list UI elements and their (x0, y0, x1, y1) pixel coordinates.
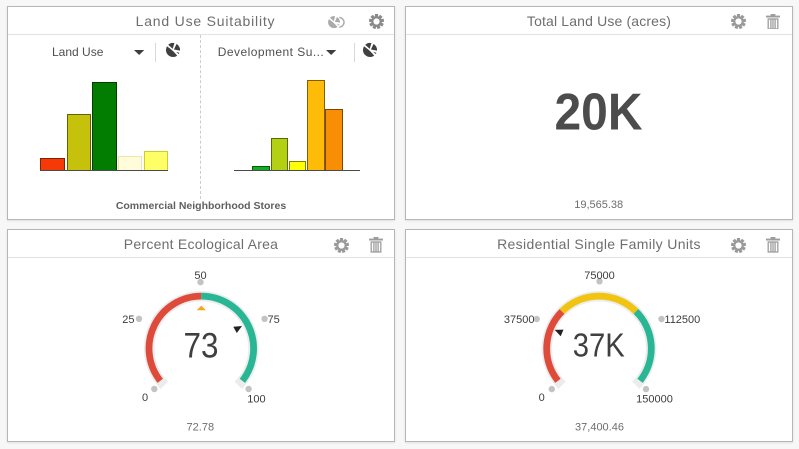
svg-text:50: 50 (194, 270, 206, 282)
svg-text:25: 25 (122, 314, 134, 326)
svg-text:37K: 37K (573, 327, 625, 364)
svg-text:37,400.46: 37,400.46 (575, 422, 624, 434)
svg-text:75: 75 (268, 314, 280, 326)
svg-text:112500: 112500 (664, 314, 700, 326)
svg-text:100: 100 (247, 394, 265, 406)
svg-text:75000: 75000 (584, 270, 615, 282)
svg-text:73: 73 (184, 327, 219, 366)
svg-text:72.78: 72.78 (187, 422, 215, 434)
svg-text:0: 0 (539, 392, 545, 404)
svg-text:19,565.38: 19,565.38 (574, 199, 623, 211)
svg-text:150000: 150000 (636, 394, 673, 406)
svg-text:37500: 37500 (504, 314, 535, 326)
svg-text:0: 0 (142, 392, 148, 404)
svg-text:20K: 20K (555, 83, 643, 141)
